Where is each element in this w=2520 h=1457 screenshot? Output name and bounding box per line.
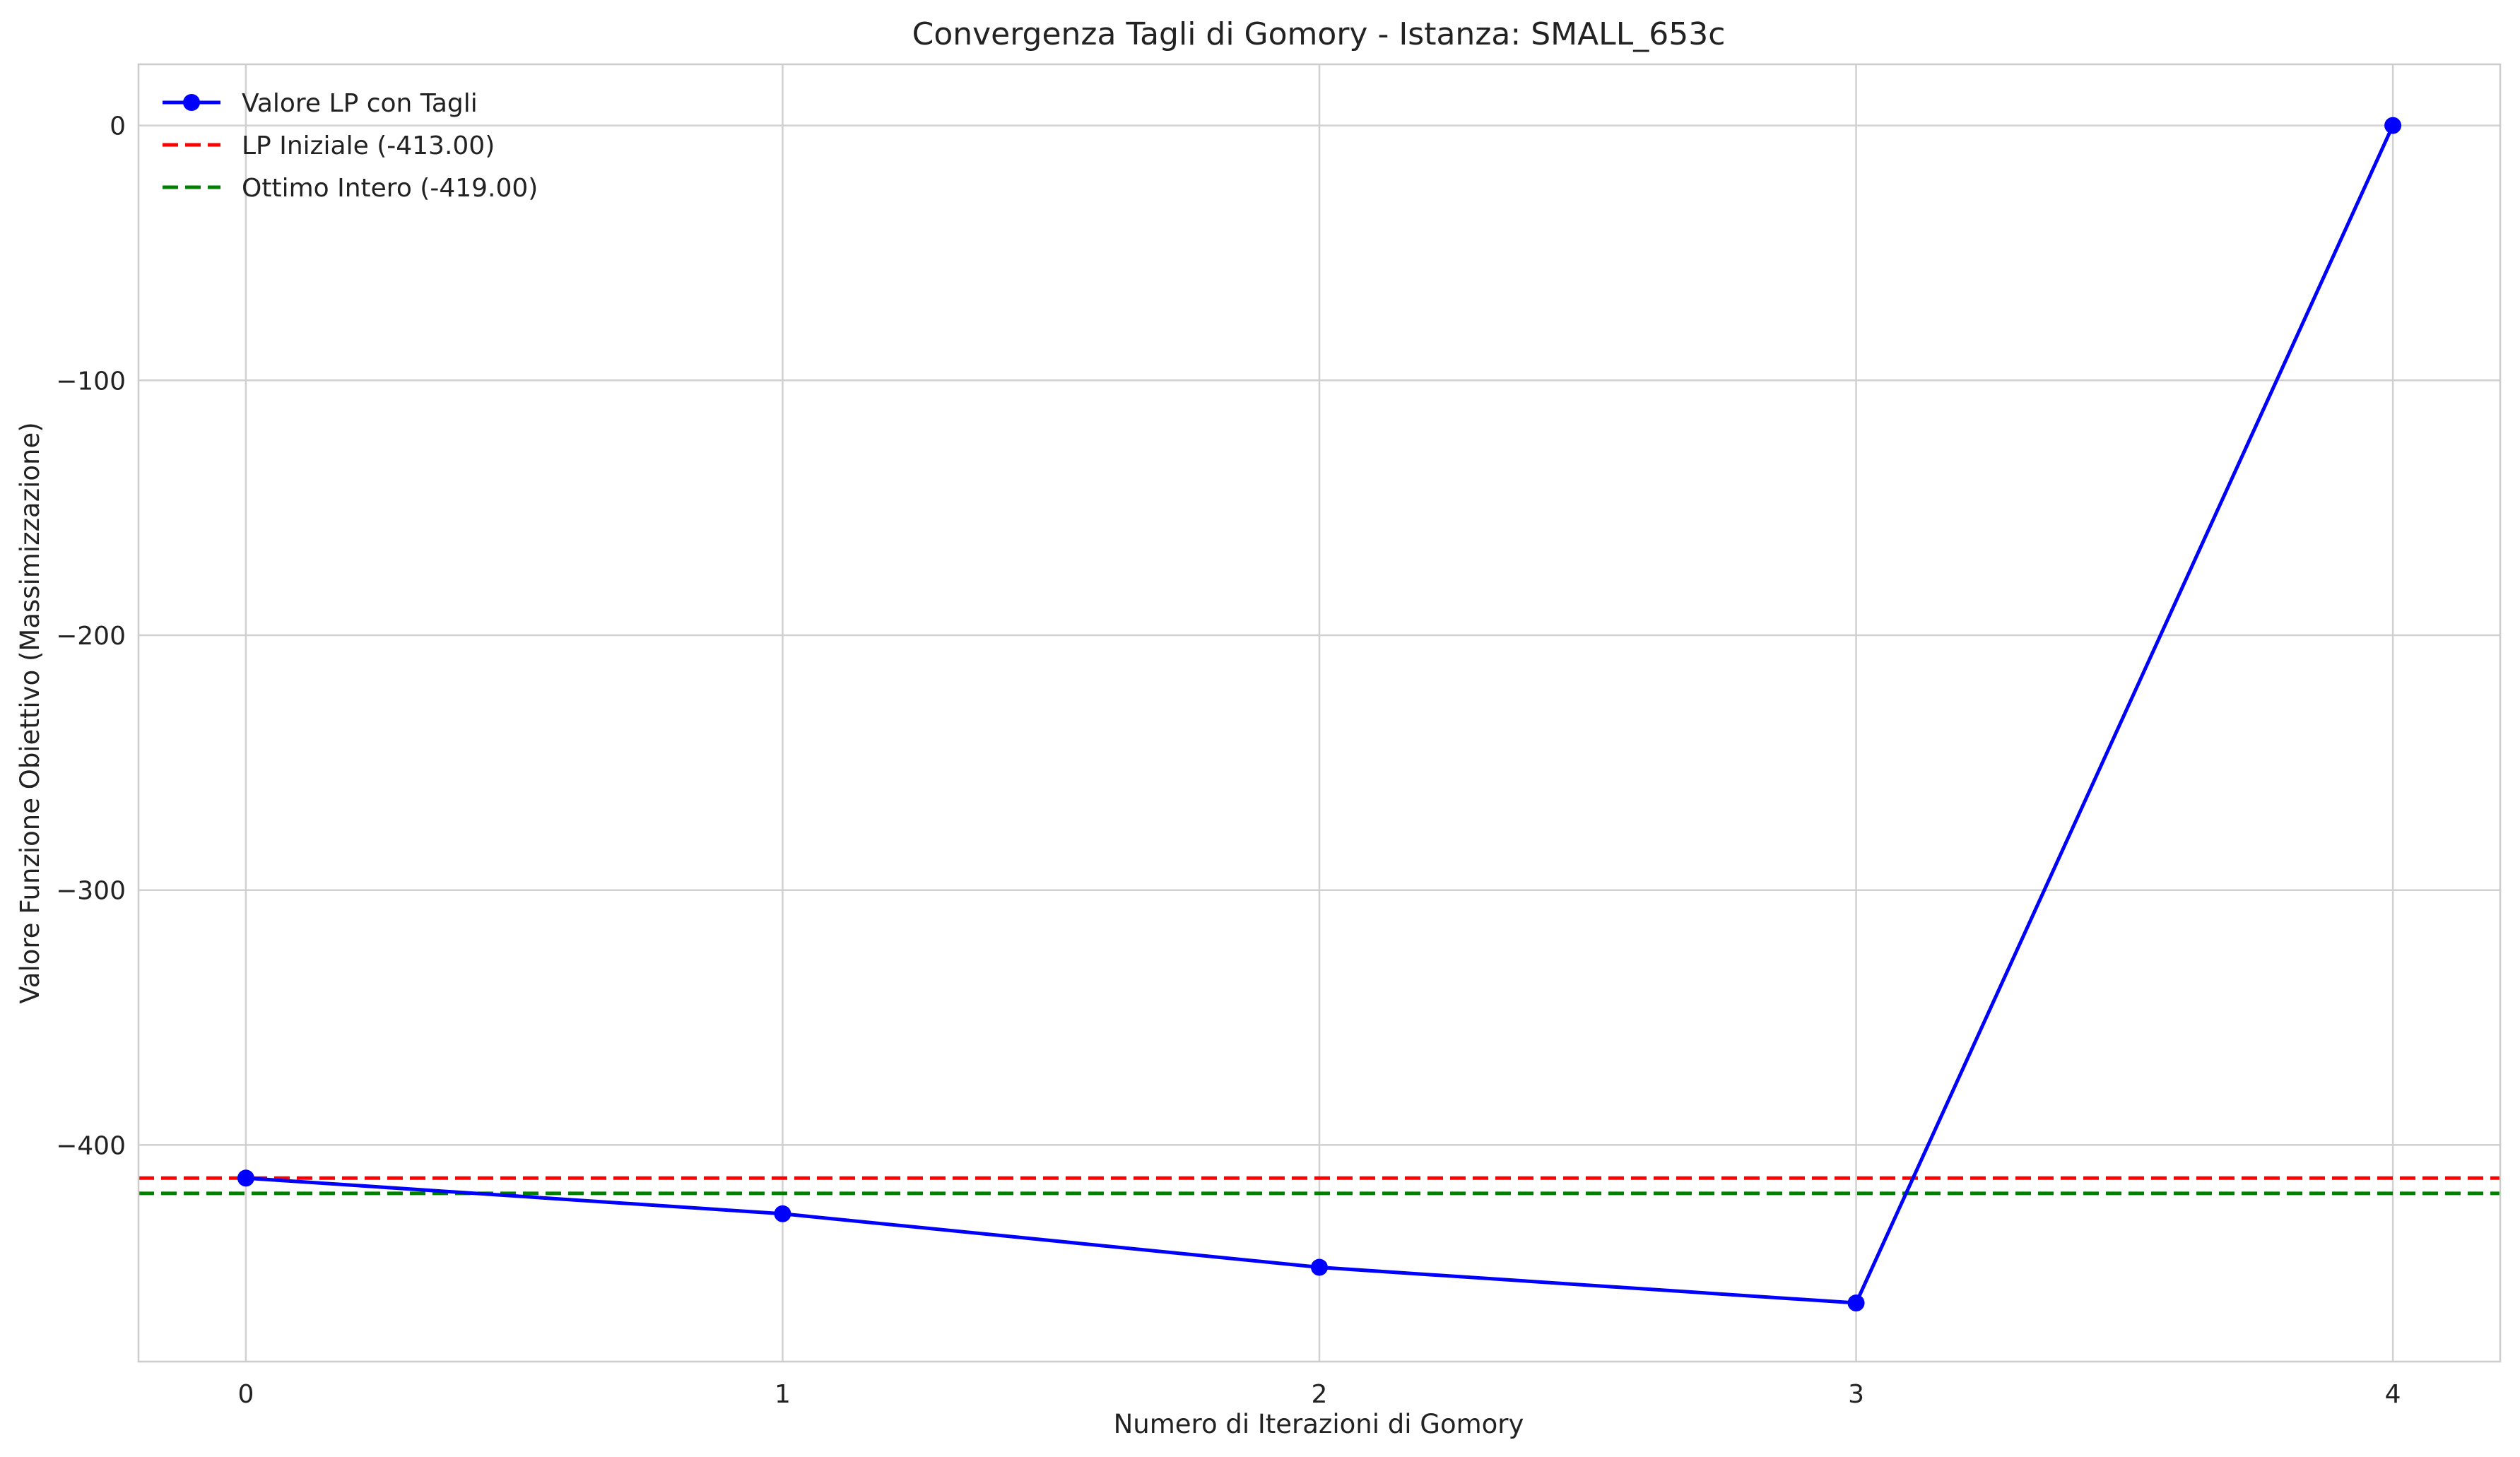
- x-tick-label-3: 3: [1848, 1380, 1864, 1409]
- legend-label-0: Valore LP con Tagli: [242, 89, 478, 118]
- y-axis-label: Valore Funzione Obiettivo (Massimizzazio…: [15, 422, 45, 1003]
- y-tick-label-1: −100: [56, 367, 126, 396]
- y-tick-label-3: −300: [56, 877, 126, 906]
- legend: Valore LP con Tagli LP Iniziale (-413.00)…: [163, 89, 538, 203]
- x-tick-label-1: 1: [775, 1380, 791, 1409]
- x-tick-label-4: 4: [2385, 1380, 2401, 1409]
- legend-swatch-marker-0: [183, 94, 200, 111]
- x-axis-ticks: 0 1 2 3 4: [237, 1380, 2401, 1409]
- data-point-0-3: [1847, 1294, 1865, 1312]
- chart-title: Convergenza Tagli di Gomory - Istanza: S…: [912, 16, 1726, 52]
- data-point-0-4: [2384, 117, 2402, 134]
- grid-lines: [139, 64, 2500, 1362]
- data-point-0-1: [774, 1205, 791, 1222]
- legend-label-1: LP Iniziale (-413.00): [242, 131, 495, 160]
- y-tick-label-4: −400: [56, 1131, 126, 1160]
- legend-label-2: Ottimo Intero (-419.00): [242, 174, 538, 203]
- data-point-0-2: [1311, 1258, 1328, 1276]
- plot-frame: [137, 63, 2502, 1363]
- data-point-0-0: [237, 1169, 254, 1187]
- y-tick-label-2: −200: [56, 622, 126, 651]
- x-tick-label-2: 2: [1312, 1380, 1328, 1409]
- y-axis-ticks: 0 −100 −200 −300 −400: [56, 112, 126, 1161]
- x-axis-label: Numero di Iterazioni di Gomory: [1114, 1409, 1524, 1439]
- y-tick-label-0: 0: [110, 112, 126, 141]
- x-tick-label-0: 0: [237, 1380, 254, 1409]
- series-layer: [237, 117, 2402, 1312]
- reference-lines: [139, 1176, 2500, 1196]
- plot-area: [137, 63, 2502, 1363]
